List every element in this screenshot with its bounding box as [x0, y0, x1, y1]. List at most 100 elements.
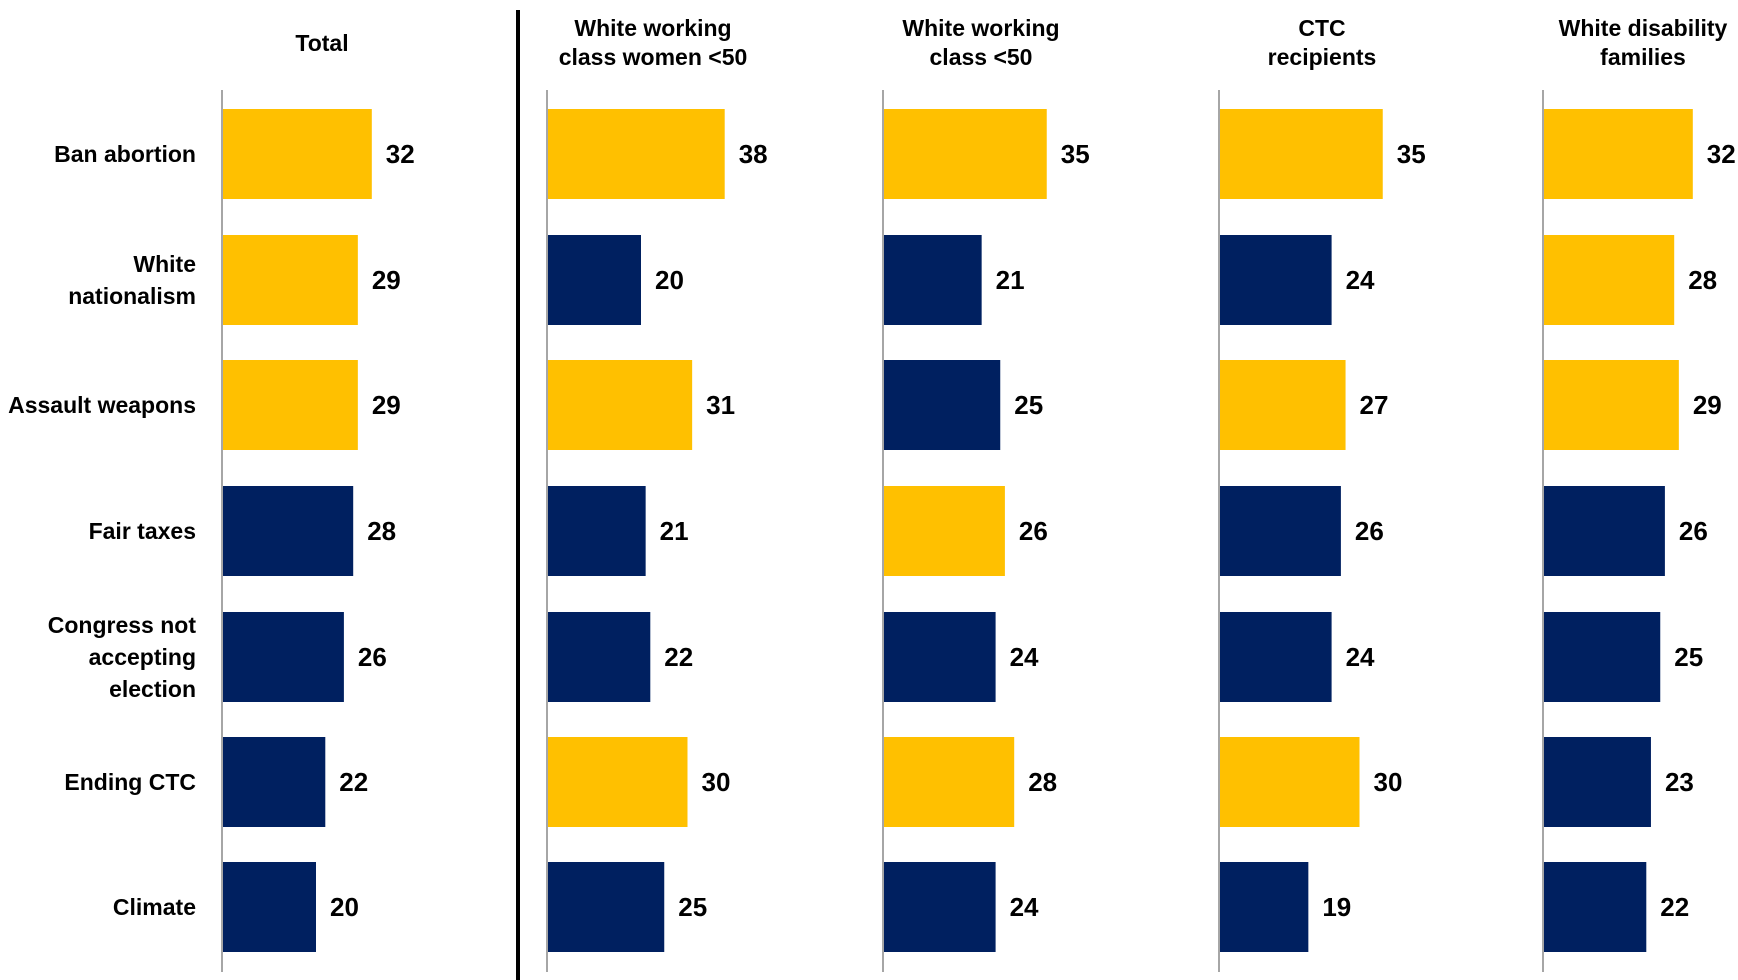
data-label-total-fair-taxes: 28	[367, 516, 396, 546]
bar-white-disability-families-ending-ctc	[1544, 737, 1651, 827]
bar-white-working-class-women-50-ban-abortion	[548, 109, 725, 199]
data-label-white-working-class-women-50-fair-taxes: 21	[660, 516, 689, 546]
data-label-white-working-class-women-50-ban-abortion: 38	[739, 139, 768, 169]
data-label-white-working-class-women-50-climate: 25	[678, 892, 707, 922]
panel-white-working-class-50: White working class <50 35 21 25 26 24 28 24	[882, 15, 1090, 972]
bar-white-disability-families-congress-not-accepting-election	[1544, 612, 1661, 702]
data-label-ctc-recipients-fair-taxes: 26	[1355, 516, 1384, 546]
data-label-white-working-class-50-ending-ctc: 28	[1028, 767, 1057, 797]
data-label-ctc-recipients-climate: 19	[1322, 892, 1351, 922]
data-label-white-working-class-50-ban-abortion: 35	[1061, 139, 1090, 169]
bar-ctc-recipients-fair-taxes	[1220, 486, 1341, 576]
series-header-line: class <50	[930, 44, 1033, 70]
bar-white-working-class-50-climate	[884, 862, 996, 952]
data-label-white-disability-families-fair-taxes: 26	[1679, 516, 1708, 546]
bar-white-working-class-women-50-white-nationalism	[548, 235, 641, 325]
category-label-line: Climate	[113, 894, 196, 920]
bar-ctc-recipients-ban-abortion	[1220, 109, 1383, 199]
category-label-line: Congress not	[48, 612, 197, 638]
series-header-white-working-class-women-50: White working class women <50	[559, 15, 748, 70]
data-label-white-working-class-women-50-ending-ctc: 30	[702, 767, 731, 797]
data-label-white-working-class-women-50-congress-not-accepting-election: 22	[664, 642, 693, 672]
data-label-white-working-class-50-assault-weapons: 25	[1014, 390, 1043, 420]
series-header-line: families	[1600, 44, 1686, 70]
category-label-assault-weapons: Assault weapons	[8, 392, 196, 418]
bar-total-assault-weapons	[223, 360, 358, 450]
data-label-white-disability-families-congress-not-accepting-election: 25	[1674, 642, 1703, 672]
bar-white-working-class-50-assault-weapons	[884, 360, 1001, 450]
data-label-white-working-class-women-50-white-nationalism: 20	[655, 265, 684, 295]
data-label-white-disability-families-assault-weapons: 29	[1693, 390, 1722, 420]
bar-white-working-class-50-white-nationalism	[884, 235, 982, 325]
data-label-white-disability-families-white-nationalism: 28	[1688, 265, 1717, 295]
series-header-line: White working	[902, 15, 1059, 41]
bar-white-working-class-50-ending-ctc	[884, 737, 1015, 827]
bar-total-ban-abortion	[223, 109, 372, 199]
bar-white-working-class-women-50-fair-taxes	[548, 486, 646, 576]
bar-white-disability-families-ban-abortion	[1544, 109, 1693, 199]
bar-white-disability-families-white-nationalism	[1544, 235, 1675, 325]
bar-ctc-recipients-congress-not-accepting-election	[1220, 612, 1332, 702]
data-label-white-disability-families-climate: 22	[1660, 892, 1689, 922]
bar-white-working-class-50-congress-not-accepting-election	[884, 612, 996, 702]
data-label-total-ending-ctc: 22	[339, 767, 368, 797]
bar-total-white-nationalism	[223, 235, 358, 325]
data-label-white-working-class-50-climate: 24	[1010, 892, 1039, 922]
panel-white-working-class-women-50: White working class women <50 38 20 31 21 22 30…	[546, 15, 768, 972]
panel-white-disability-families: White disability families 32 28 29 26 25 23 22	[1542, 15, 1736, 972]
category-label-line: Assault weapons	[8, 392, 196, 418]
data-label-total-ban-abortion: 32	[386, 139, 415, 169]
data-label-ctc-recipients-ending-ctc: 30	[1374, 767, 1403, 797]
bar-ctc-recipients-assault-weapons	[1220, 360, 1346, 450]
bar-total-fair-taxes	[223, 486, 354, 576]
series-header-ctc-recipients: CTC recipients	[1268, 15, 1377, 70]
category-label-line: Ban abortion	[54, 141, 196, 167]
panel-ctc-recipients: CTC recipients 35 24 27 26 24 30 19	[1218, 15, 1426, 972]
series-header-line: class women <50	[559, 44, 748, 70]
bar-total-ending-ctc	[223, 737, 326, 827]
bar-white-disability-families-climate	[1544, 862, 1647, 952]
bar-ctc-recipients-white-nationalism	[1220, 235, 1332, 325]
series-header-line: Total	[295, 30, 348, 56]
data-label-white-disability-families-ending-ctc: 23	[1665, 767, 1694, 797]
series-header-total: Total	[295, 30, 348, 56]
bar-white-working-class-women-50-ending-ctc	[548, 737, 688, 827]
category-label-fair-taxes: Fair taxes	[89, 518, 196, 544]
series-header-line: recipients	[1268, 44, 1377, 70]
series-header-line: White working	[574, 15, 731, 41]
category-label-line: accepting	[89, 644, 196, 670]
bar-ctc-recipients-climate	[1220, 862, 1309, 952]
bar-white-working-class-women-50-congress-not-accepting-election	[548, 612, 651, 702]
bar-total-congress-not-accepting-election	[223, 612, 344, 702]
data-label-ctc-recipients-assault-weapons: 27	[1360, 390, 1389, 420]
bar-total-climate	[223, 862, 316, 952]
panel-total: Total 32 29 29 28 26 22 20	[221, 30, 415, 972]
category-label-congress-not-accepting-election: Congress not accepting election	[48, 612, 197, 702]
series-header-white-working-class-50: White working class <50	[902, 15, 1059, 70]
category-label-ban-abortion: Ban abortion	[54, 141, 196, 167]
category-label-line: Ending CTC	[64, 769, 196, 795]
bar-white-working-class-women-50-assault-weapons	[548, 360, 693, 450]
data-label-white-working-class-50-congress-not-accepting-election: 24	[1010, 642, 1039, 672]
data-label-ctc-recipients-white-nationalism: 24	[1346, 265, 1375, 295]
bar-white-working-class-women-50-climate	[548, 862, 665, 952]
data-label-ctc-recipients-ban-abortion: 35	[1397, 139, 1426, 169]
bar-white-working-class-50-fair-taxes	[884, 486, 1005, 576]
data-label-ctc-recipients-congress-not-accepting-election: 24	[1346, 642, 1375, 672]
bar-white-disability-families-assault-weapons	[1544, 360, 1679, 450]
data-label-total-assault-weapons: 29	[372, 390, 401, 420]
data-label-total-climate: 20	[330, 892, 359, 922]
bar-ctc-recipients-ending-ctc	[1220, 737, 1360, 827]
category-label-line: election	[109, 676, 196, 702]
category-label-climate: Climate	[113, 894, 196, 920]
bar-white-disability-families-fair-taxes	[1544, 486, 1665, 576]
category-label-line: White	[133, 251, 196, 277]
bar-white-working-class-50-ban-abortion	[884, 109, 1047, 199]
series-header-white-disability-families: White disability families	[1559, 15, 1728, 70]
series-header-line: White disability	[1559, 15, 1728, 41]
series-header-line: CTC	[1298, 15, 1345, 41]
data-label-white-disability-families-ban-abortion: 32	[1707, 139, 1736, 169]
data-label-total-white-nationalism: 29	[372, 265, 401, 295]
data-label-white-working-class-50-fair-taxes: 26	[1019, 516, 1048, 546]
